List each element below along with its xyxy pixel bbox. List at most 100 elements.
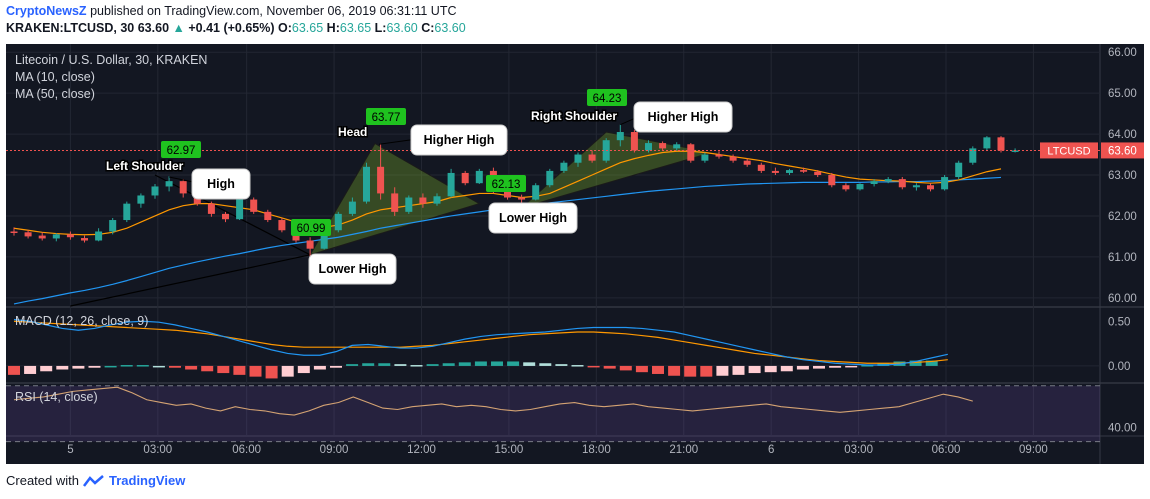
candle-body xyxy=(757,164,765,171)
candle xyxy=(743,158,751,167)
indicator-ma10: MA (10, close) xyxy=(15,70,95,84)
high-label: H: xyxy=(326,21,340,35)
macd-histogram-bar xyxy=(8,365,20,375)
lower-high-callout-2-box xyxy=(488,202,578,234)
candle xyxy=(419,193,427,208)
candle-body xyxy=(151,186,159,196)
candle-body xyxy=(377,166,385,194)
candle xyxy=(363,162,370,204)
symbol-line: KRAKEN:LTCUSD, 30 63.60 ▲ +0.41 (+0.65%)… xyxy=(6,21,466,35)
candle-body xyxy=(123,203,131,221)
price-callout-63-77-box xyxy=(366,108,406,125)
macd-histogram-bar xyxy=(668,365,681,376)
macd-histogram-bar xyxy=(748,365,761,374)
time-tick-label: 6 xyxy=(768,444,774,456)
candle-body xyxy=(574,154,582,163)
candle xyxy=(870,179,878,187)
time-tick-label: 12:00 xyxy=(407,444,436,456)
macd-histogram-bar xyxy=(587,365,600,368)
candle-body xyxy=(433,196,441,204)
candle xyxy=(250,197,258,214)
candle-body xyxy=(278,220,286,231)
candle-body xyxy=(969,148,977,163)
candle-body xyxy=(771,170,779,173)
macd-histogram-bar xyxy=(24,365,37,374)
candle-body xyxy=(659,143,667,149)
macd-histogram-bar xyxy=(507,361,520,366)
macd-histogram-bar xyxy=(136,365,149,367)
low-value: 63.60 xyxy=(386,21,418,35)
candle xyxy=(109,217,117,235)
close-label: C: xyxy=(421,21,435,35)
higher-high-callout-1-box xyxy=(410,124,508,156)
macd-histogram-bar xyxy=(152,365,165,368)
time-tick-label: 5 xyxy=(67,444,73,456)
candle xyxy=(786,168,793,175)
macd-histogram-bar xyxy=(249,365,262,377)
macd-histogram-bar xyxy=(458,362,471,366)
candle-body xyxy=(828,175,836,186)
macd-histogram-bar xyxy=(56,365,69,370)
candle-body xyxy=(983,137,991,149)
lower-high-callout-2: Lower High xyxy=(499,211,567,225)
high-callout-box xyxy=(191,168,251,200)
publisher-name[interactable]: CryptoNewsZ xyxy=(6,4,87,18)
candle-body xyxy=(927,185,934,190)
candle-body xyxy=(222,213,229,220)
candle xyxy=(348,197,356,216)
candle-body xyxy=(179,181,187,194)
published-text: published on TradingView.com, November 0… xyxy=(90,4,457,18)
candle xyxy=(856,183,864,191)
candle-body xyxy=(715,154,723,157)
candle xyxy=(179,179,187,198)
candle xyxy=(927,183,934,192)
candle-body xyxy=(405,197,413,212)
macd-histogram-bar xyxy=(313,365,326,370)
candle-body xyxy=(814,171,822,175)
candle-body xyxy=(264,211,272,221)
candle-body xyxy=(10,231,18,233)
candle xyxy=(842,183,850,192)
candle xyxy=(222,211,229,223)
candle xyxy=(588,150,596,163)
price-tick-label: 63.00 xyxy=(1108,170,1137,182)
macd-histogram-bar xyxy=(909,360,922,366)
macd-histogram-bar xyxy=(346,364,359,366)
tradingview-brand[interactable]: TradingView xyxy=(108,473,186,488)
candle xyxy=(52,233,60,242)
candle xyxy=(236,197,244,221)
candle-body xyxy=(673,144,681,149)
left-shoulder-label: Left Shoulder xyxy=(106,159,184,173)
candle xyxy=(884,177,892,184)
candle xyxy=(165,176,173,192)
candle xyxy=(334,211,342,233)
candle-body xyxy=(701,154,709,161)
candle xyxy=(616,124,624,147)
macd-histogram-bar xyxy=(88,365,101,368)
candle-body xyxy=(475,170,483,184)
macd-histogram-bar xyxy=(40,365,53,372)
macd-histogram-bar xyxy=(829,365,842,368)
price-callout-63-77: 63.77 xyxy=(372,112,401,124)
candle xyxy=(659,141,667,151)
candle xyxy=(828,172,836,188)
candle xyxy=(95,228,103,242)
time-tick-label: 15:00 xyxy=(495,444,524,456)
publish-line: CryptoNewsZ published on TradingView.com… xyxy=(6,4,457,18)
candle-body xyxy=(81,238,88,241)
candle xyxy=(207,201,215,217)
rsi-line xyxy=(13,386,973,416)
chart-title: Litecoin / U.S. Dollar, 30, KRAKEN xyxy=(15,53,207,67)
symbol-label: KRAKEN:LTCUSD, 30 xyxy=(6,21,135,35)
candle xyxy=(391,187,399,216)
time-tick-label: 03:00 xyxy=(844,444,873,456)
created-with-text: Created with xyxy=(6,473,79,488)
last-price: 63.60 xyxy=(137,21,170,35)
candle-body xyxy=(898,179,906,188)
symbol-tag xyxy=(1040,142,1098,159)
candle xyxy=(461,170,469,186)
candle xyxy=(969,146,977,165)
candle xyxy=(123,201,131,223)
macd-histogram-bar xyxy=(233,365,246,375)
